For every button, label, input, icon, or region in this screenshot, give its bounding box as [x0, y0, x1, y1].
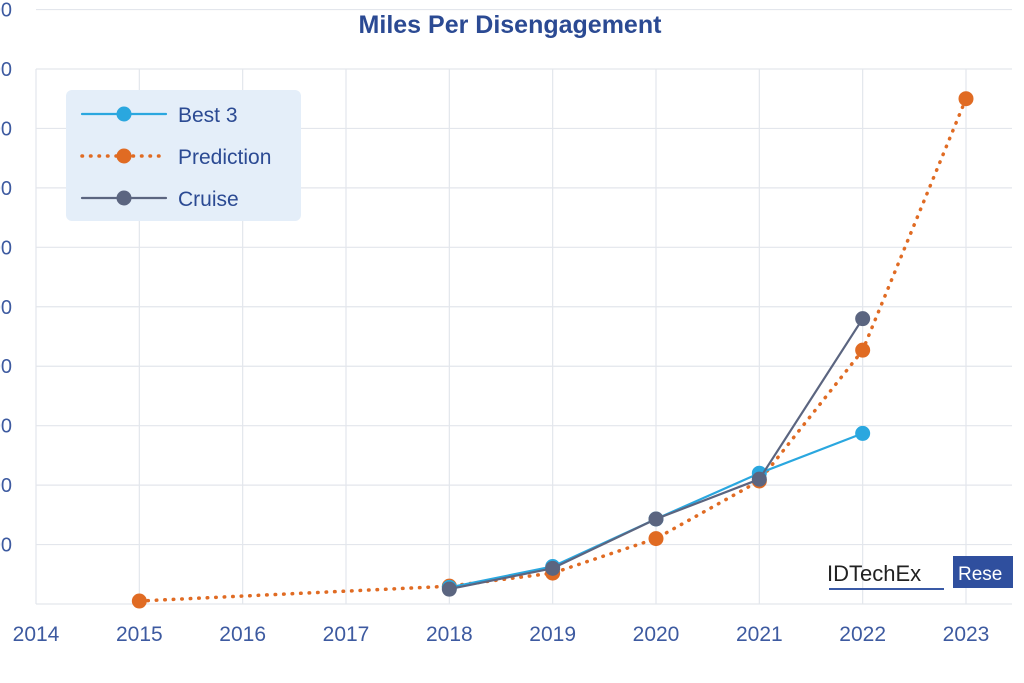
data-point — [751, 471, 767, 487]
legend-label: Prediction — [178, 146, 271, 169]
legend-box — [66, 90, 301, 221]
legend-label: Best 3 — [178, 104, 238, 127]
data-point — [648, 511, 664, 527]
x-tick-label: 2017 — [323, 623, 370, 646]
data-point — [545, 560, 561, 576]
legend-marker — [116, 148, 132, 164]
watermark-logo: IDTechEx Rese — [827, 556, 1013, 590]
y-tick-labels: 00 00 00 00 00 00 00 00 00 00 — [0, 0, 12, 557]
x-tick-label: 2016 — [219, 623, 266, 646]
legend-marker — [116, 106, 132, 122]
y-tick-label: 00 — [0, 59, 12, 81]
y-tick-label: 00 — [0, 0, 12, 22]
x-tick-labels: 2014 2015 2016 2017 2018 2019 2020 2021 2022 2023 — [13, 623, 990, 646]
series-layer — [131, 91, 974, 609]
data-point — [855, 311, 871, 327]
legend-marker — [116, 190, 132, 206]
data-point — [855, 425, 871, 441]
x-tick-label: 2021 — [736, 623, 783, 646]
y-tick-label: 00 — [0, 178, 12, 200]
x-tick-label: 2014 — [13, 623, 60, 646]
y-tick-label: 00 — [0, 475, 12, 497]
legend: Best 3 Prediction Cruise — [66, 90, 301, 221]
data-point — [958, 91, 974, 107]
legend-items: Best 3 Prediction Cruise — [80, 104, 271, 211]
y-tick-label: 00 — [0, 416, 12, 438]
x-tick-label: 2020 — [633, 623, 680, 646]
y-tick-label: 00 — [0, 237, 12, 259]
legend-label: Cruise — [178, 188, 239, 211]
data-point — [441, 581, 457, 597]
watermark-tag-box — [953, 556, 1013, 588]
y-tick-label: 00 — [0, 535, 12, 557]
x-gridlines — [35, 69, 967, 604]
y-tick-label: 00 — [0, 118, 12, 140]
watermark-brand: IDTechEx — [827, 561, 921, 586]
watermark-tag: Rese — [958, 564, 1002, 585]
data-point — [855, 342, 871, 358]
data-point — [131, 593, 147, 609]
chart-title: Miles Per Disengagement — [359, 11, 663, 39]
y-tick-label: 00 — [0, 356, 12, 378]
x-tick-label: 2018 — [426, 623, 473, 646]
data-point — [648, 531, 664, 547]
x-tick-label: 2023 — [943, 623, 990, 646]
y-tick-label: 00 — [0, 297, 12, 319]
x-tick-label: 2015 — [116, 623, 163, 646]
x-tick-label: 2022 — [839, 623, 886, 646]
x-tick-label: 2019 — [529, 623, 576, 646]
